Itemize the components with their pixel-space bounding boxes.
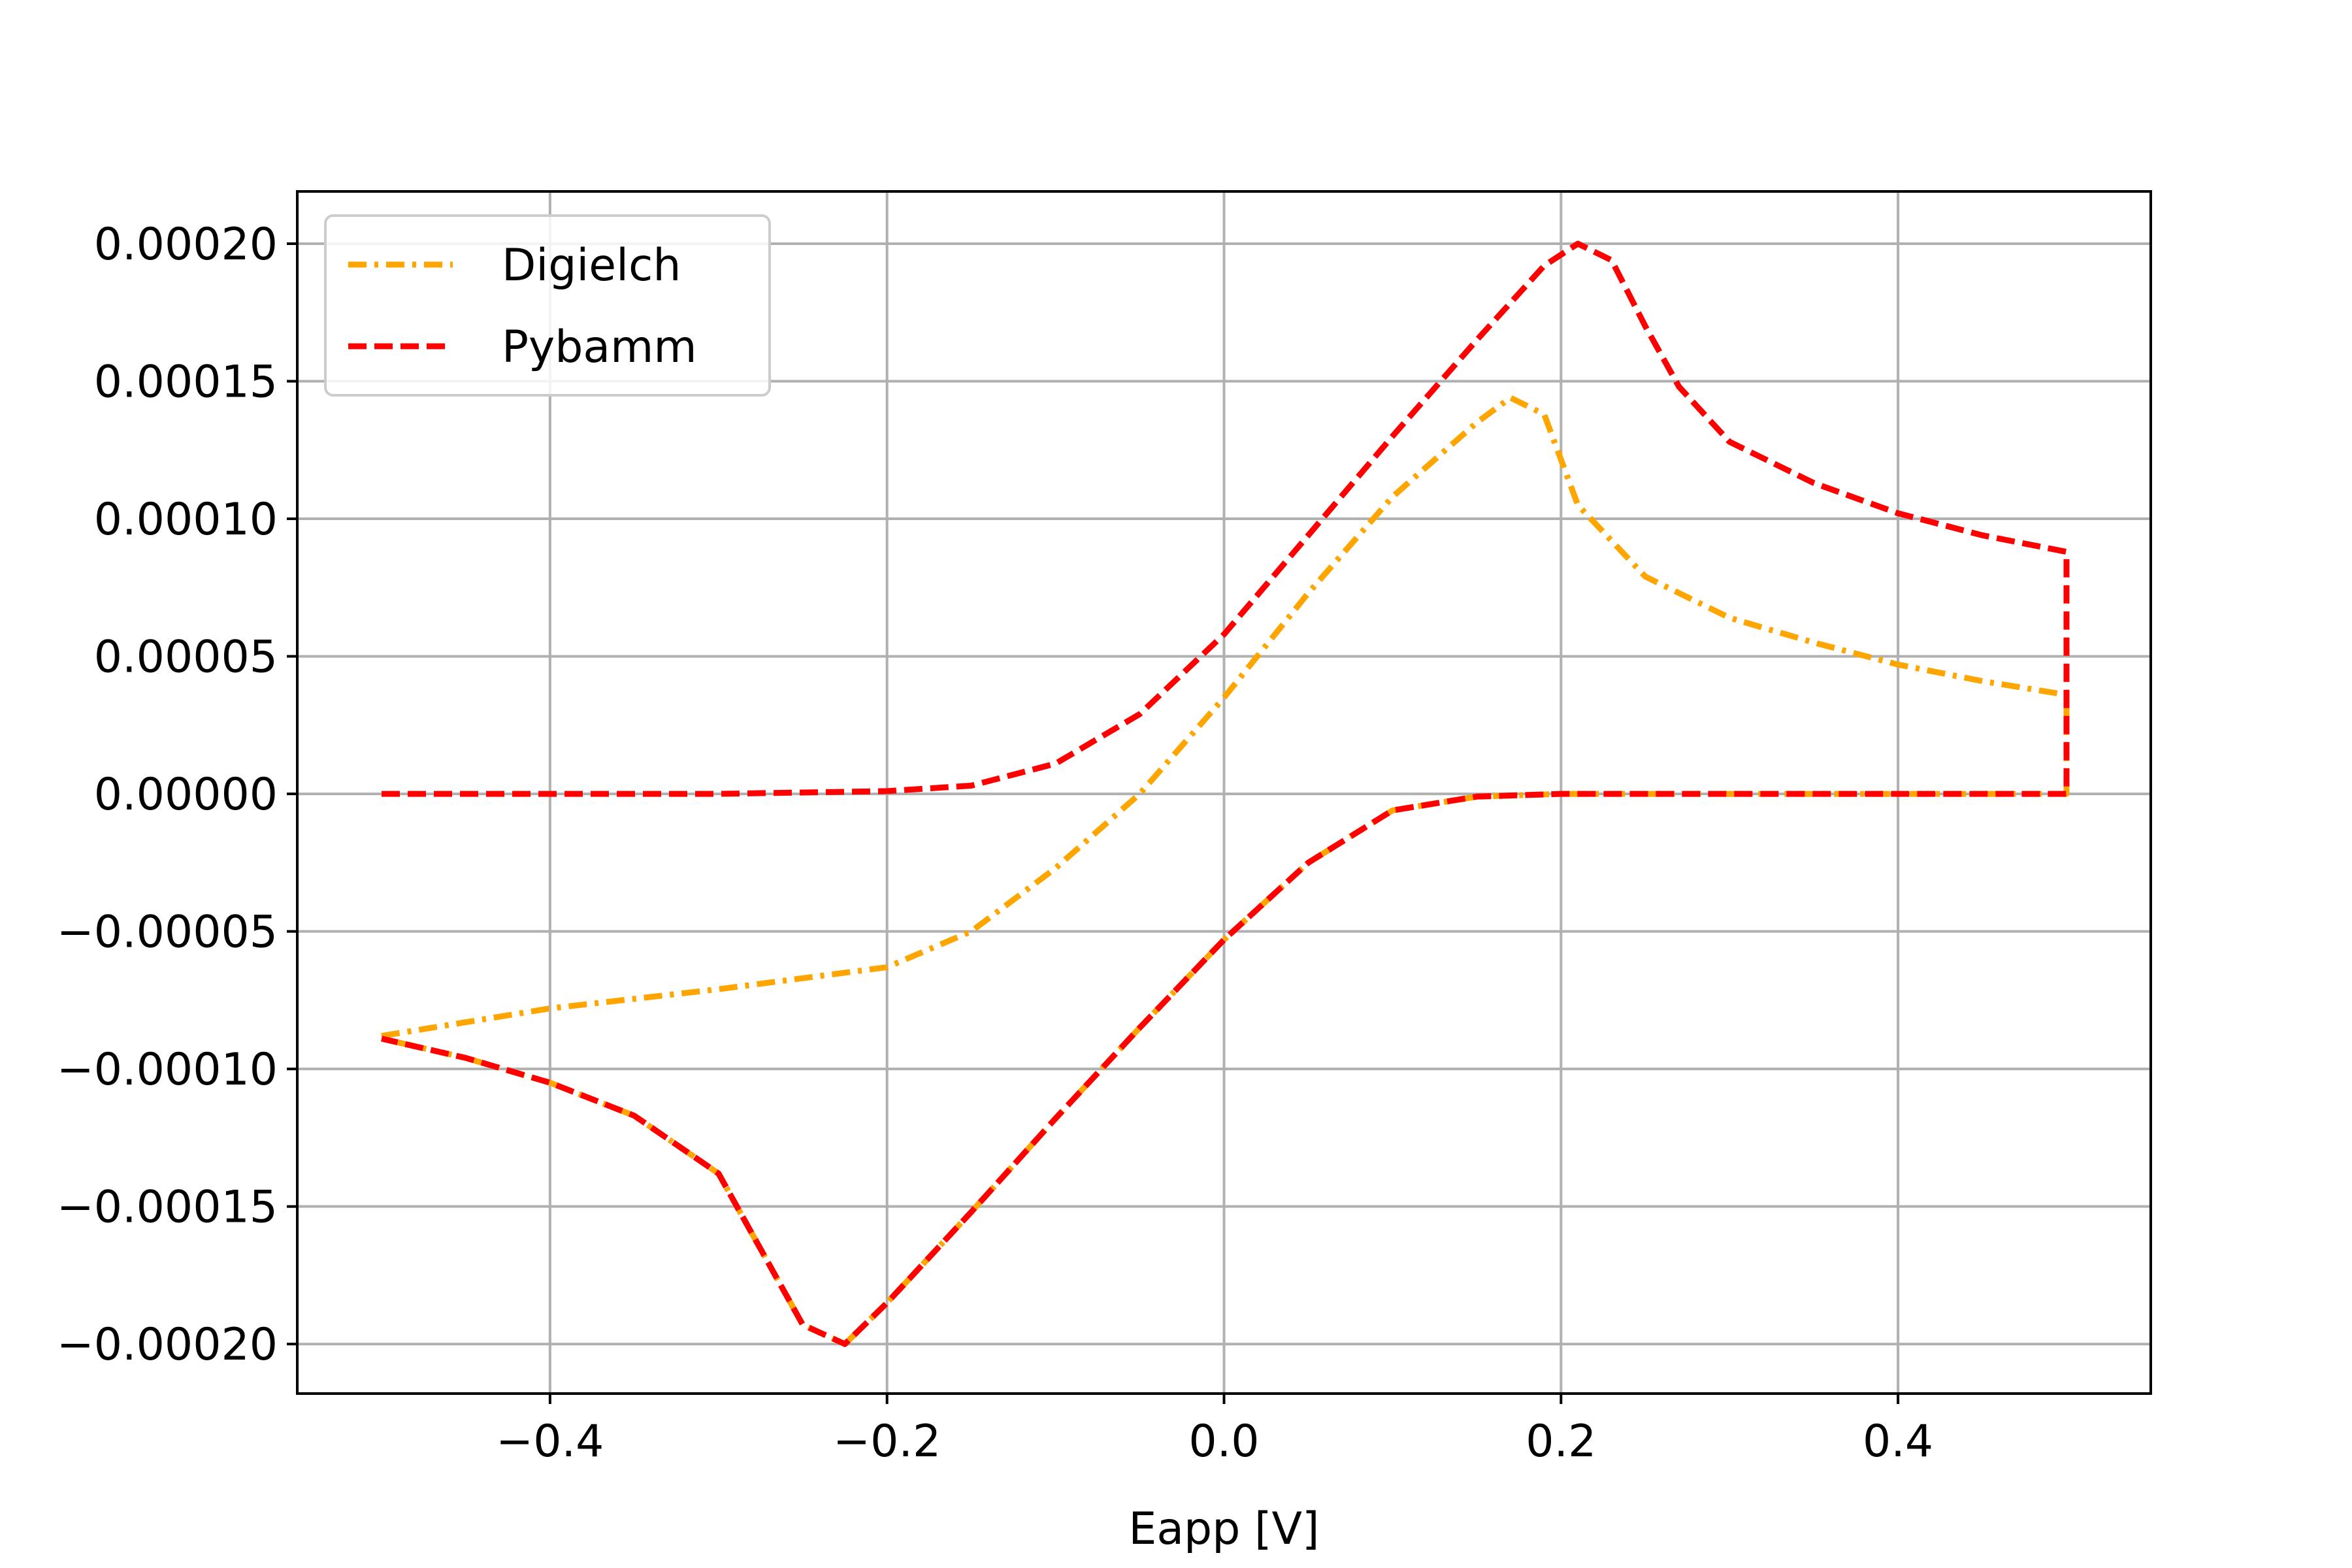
- legend: Digielch Pybamm: [324, 214, 771, 397]
- x-tick-label: 0.2: [1526, 1416, 1596, 1467]
- x-tick-label: 0.4: [1863, 1416, 1933, 1467]
- legend-label-digielch: Digielch: [502, 240, 681, 291]
- x-tick-label: 0.0: [1188, 1416, 1259, 1467]
- x-tick-label: −0.4: [496, 1416, 604, 1467]
- y-tick-label: 0.00000: [94, 769, 278, 821]
- y-tick-label: −0.00015: [57, 1182, 278, 1233]
- y-tick-label: −0.00010: [57, 1044, 278, 1096]
- series-lines: [380, 240, 2070, 1347]
- legend-box: [324, 214, 771, 397]
- x-axis-label: Eapp [V]: [1128, 1503, 1319, 1555]
- y-tick-label: 0.00005: [94, 632, 278, 683]
- x-tick-label: −0.2: [833, 1416, 941, 1467]
- series-line-pybamm: [380, 240, 2070, 1347]
- legend-label-pybamm: Pybamm: [502, 321, 697, 373]
- y-tick-label: −0.00020: [57, 1319, 278, 1371]
- y-tick-label: 0.00020: [94, 219, 278, 270]
- y-tick-label: 0.00015: [94, 357, 278, 408]
- axis-ticks: −0.4 −0.2 0.0 0.2 0.4 0.00020 0.00015 0.00010 0.…: [57, 219, 1933, 1467]
- y-tick-label: −0.00005: [57, 907, 278, 958]
- y-tick-label: 0.00010: [94, 494, 278, 546]
